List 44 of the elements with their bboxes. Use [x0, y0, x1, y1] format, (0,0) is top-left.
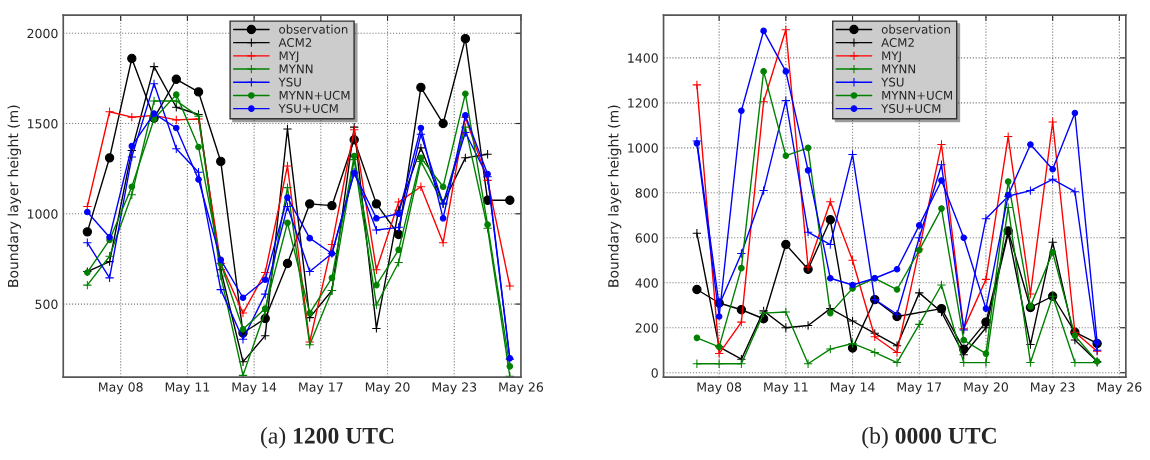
x-tick-label: May 26: [499, 382, 544, 395]
x-tick-label: May 26: [1097, 382, 1142, 395]
y-axis-title: Boundary layer height (m): [607, 105, 622, 287]
y-tick-label: 2000: [27, 28, 58, 39]
y-tick-label: 800: [635, 188, 658, 198]
y-tick-label: 1500: [27, 118, 58, 129]
y-tick-label: 400: [635, 278, 658, 288]
y-tick-label: 1000: [628, 143, 658, 153]
y-tick-label: 1200: [628, 98, 658, 108]
x-tick-label: May 14: [830, 382, 875, 395]
legend-label: YSU+UCM: [881, 104, 941, 113]
y-axis-title: Boundary layer height (m): [7, 105, 22, 287]
legend-label: MYNN: [279, 64, 313, 74]
legend-label: MYNN: [882, 64, 916, 74]
y-tick-label: 500: [35, 299, 58, 309]
x-tick-label: May 20: [964, 382, 1008, 395]
x-tick-label: May 23: [1031, 382, 1075, 395]
x-tick-label: May 08: [697, 382, 742, 395]
text: (a) 1200 UTC: [261, 427, 394, 449]
y-tick-label: 1000: [27, 209, 58, 219]
legend-label: MYJ: [279, 51, 299, 63]
legend-label: YSU: [278, 77, 301, 87]
legend-label: MYJ: [882, 51, 901, 63]
legend-label: ACM2: [278, 38, 312, 47]
x-tick-label: May 23: [432, 382, 477, 395]
legend-label: YSU+UCM: [278, 104, 338, 113]
legend-label: ACM2: [881, 38, 914, 47]
legend-label: observation: [881, 24, 950, 34]
y-tick-label: 0: [651, 368, 658, 378]
y-tick-label: 600: [635, 233, 658, 243]
x-tick-label: May 20: [365, 382, 410, 395]
legend-label: observation: [279, 24, 348, 34]
x-tick-label: May 17: [299, 382, 343, 395]
x-tick-label: May 08: [99, 382, 143, 395]
x-tick-label: May 17: [897, 382, 942, 395]
y-tick-label: 1400: [628, 53, 658, 63]
x-tick-label: May 14: [232, 382, 277, 395]
y-tick-label: 200: [635, 323, 658, 333]
legend-label: YSU: [881, 77, 904, 87]
x-tick-label: May 11: [764, 382, 808, 395]
legend-label: MYNN+UCM: [279, 90, 350, 100]
text: (b) 0000 UTC: [862, 427, 996, 449]
x-tick-label: May 11: [165, 382, 210, 395]
legend-label: MYNN+UCM: [882, 90, 952, 100]
